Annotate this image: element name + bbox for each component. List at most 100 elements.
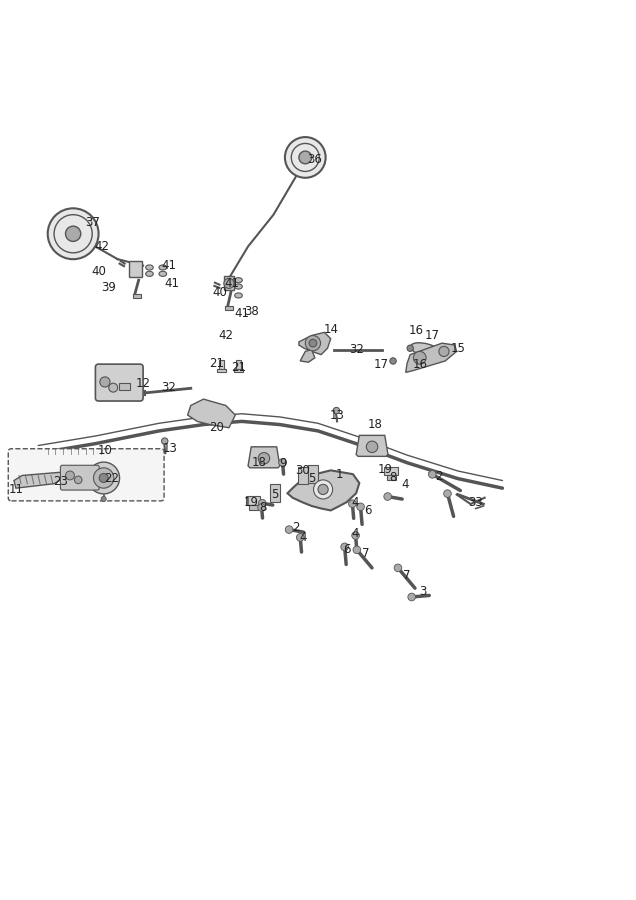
FancyBboxPatch shape — [60, 465, 99, 491]
Bar — [119, 382, 130, 391]
Text: 14: 14 — [323, 323, 338, 336]
Text: 38: 38 — [244, 305, 259, 319]
Text: 41: 41 — [164, 277, 179, 290]
Circle shape — [366, 441, 378, 453]
Polygon shape — [299, 332, 331, 355]
Polygon shape — [356, 436, 388, 456]
Ellipse shape — [411, 343, 441, 357]
Circle shape — [333, 408, 340, 414]
Text: 17: 17 — [374, 357, 389, 371]
Text: 20: 20 — [209, 421, 224, 434]
Text: 18: 18 — [368, 418, 383, 431]
Bar — [217, 369, 226, 373]
Bar — [298, 466, 308, 484]
Polygon shape — [300, 349, 315, 362]
Text: 2: 2 — [292, 521, 300, 534]
Circle shape — [408, 593, 415, 601]
Circle shape — [99, 473, 108, 482]
Text: 7: 7 — [362, 546, 370, 560]
Circle shape — [48, 208, 99, 259]
Polygon shape — [14, 472, 62, 488]
FancyBboxPatch shape — [95, 364, 143, 401]
Text: 41: 41 — [161, 259, 176, 272]
Circle shape — [407, 345, 413, 351]
Text: 21: 21 — [231, 361, 246, 374]
Circle shape — [93, 468, 114, 488]
Circle shape — [444, 490, 452, 498]
Text: 15: 15 — [450, 342, 466, 355]
Circle shape — [357, 503, 364, 510]
Text: 10: 10 — [97, 444, 113, 456]
Bar — [234, 369, 243, 373]
Text: 42: 42 — [218, 329, 233, 342]
Polygon shape — [406, 343, 457, 373]
Text: 18: 18 — [252, 456, 267, 469]
Circle shape — [349, 500, 356, 508]
Text: 6: 6 — [343, 544, 350, 556]
Text: 4: 4 — [351, 496, 359, 508]
Text: 2: 2 — [435, 470, 443, 483]
FancyBboxPatch shape — [8, 449, 164, 501]
Circle shape — [299, 151, 312, 164]
Circle shape — [353, 546, 361, 554]
Text: 33: 33 — [468, 496, 483, 508]
Bar — [249, 505, 258, 509]
Text: 3: 3 — [419, 585, 427, 598]
Circle shape — [279, 459, 286, 466]
Circle shape — [352, 532, 359, 539]
Circle shape — [162, 438, 168, 445]
Ellipse shape — [235, 292, 242, 298]
Text: 21: 21 — [209, 357, 224, 370]
Text: 41: 41 — [234, 307, 249, 320]
Text: 23: 23 — [53, 475, 68, 489]
Text: 11: 11 — [8, 483, 24, 496]
Ellipse shape — [146, 265, 153, 270]
Circle shape — [258, 453, 270, 464]
Circle shape — [101, 497, 106, 501]
Circle shape — [305, 336, 321, 351]
Ellipse shape — [159, 265, 167, 270]
Text: 32: 32 — [161, 382, 176, 394]
Bar — [219, 360, 224, 371]
Ellipse shape — [146, 271, 153, 276]
Bar — [133, 294, 141, 298]
Text: 30: 30 — [294, 464, 310, 478]
Text: 39: 39 — [100, 282, 116, 294]
Circle shape — [109, 383, 118, 392]
Text: 41: 41 — [225, 277, 240, 290]
Text: 22: 22 — [104, 472, 119, 485]
Polygon shape — [188, 399, 235, 427]
Bar — [225, 306, 233, 310]
Text: 36: 36 — [307, 153, 322, 166]
Circle shape — [100, 377, 110, 387]
Circle shape — [66, 471, 74, 480]
Circle shape — [309, 339, 317, 347]
Bar — [270, 484, 280, 502]
Bar — [384, 466, 398, 475]
Text: 16: 16 — [412, 357, 427, 371]
Circle shape — [318, 484, 328, 494]
Circle shape — [341, 543, 349, 551]
Circle shape — [429, 471, 436, 478]
Text: 32: 32 — [349, 343, 364, 356]
Text: 7: 7 — [403, 569, 411, 581]
Circle shape — [296, 534, 304, 541]
Circle shape — [394, 564, 402, 572]
Bar — [308, 465, 318, 483]
Text: 9: 9 — [279, 457, 287, 471]
Text: 19: 19 — [378, 463, 393, 475]
Polygon shape — [287, 471, 359, 510]
Bar — [246, 497, 260, 505]
Text: 42: 42 — [94, 240, 109, 253]
Bar — [236, 360, 241, 371]
Text: 13: 13 — [329, 409, 345, 421]
Ellipse shape — [235, 277, 242, 283]
Circle shape — [390, 358, 396, 365]
Text: 17: 17 — [425, 329, 440, 342]
Circle shape — [439, 346, 449, 356]
Circle shape — [285, 137, 326, 178]
Bar — [129, 261, 142, 276]
Text: 40: 40 — [91, 266, 106, 278]
Text: 12: 12 — [135, 377, 151, 390]
Ellipse shape — [235, 284, 242, 289]
